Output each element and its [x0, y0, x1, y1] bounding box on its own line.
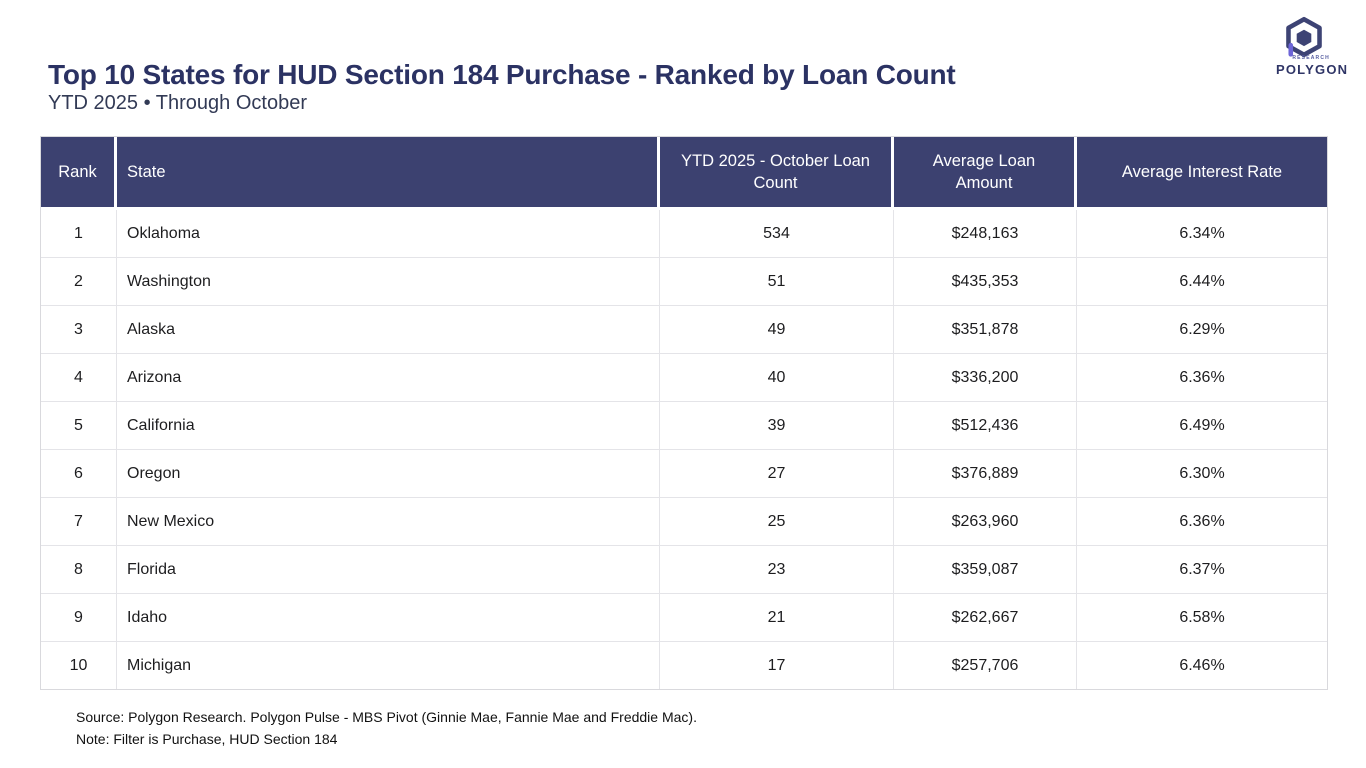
rank-cell: 8 [41, 546, 117, 594]
state-cell: Florida [117, 546, 660, 594]
loan-count-cell: 40 [660, 354, 894, 402]
table-row: 3 Alaska 49 $351,878 6.29% [41, 306, 1327, 354]
avg-interest-rate-cell: 6.36% [1077, 498, 1327, 546]
avg-loan-amount-cell: $257,706 [894, 642, 1077, 689]
logo-research-label: RESEARCH [1292, 55, 1330, 61]
col-header-loan-count: YTD 2025 - October Loan Count [660, 137, 894, 210]
loan-count-cell: 51 [660, 258, 894, 306]
avg-loan-amount-cell: $512,436 [894, 402, 1077, 450]
state-cell: Alaska [117, 306, 660, 354]
loan-count-cell: 534 [660, 210, 894, 258]
page-subtitle: YTD 2025 • Through October [48, 92, 307, 114]
report-header: Top 10 States for HUD Section 184 Purcha… [0, 0, 1366, 136]
page-title: Top 10 States for HUD Section 184 Purcha… [48, 58, 956, 90]
col-header-avg-loan-amount: Average Loan Amount [894, 137, 1077, 210]
loan-count-cell: 23 [660, 546, 894, 594]
polygon-research-logo: RESEARCH POLYGON [1276, 16, 1349, 77]
avg-loan-amount-cell: $263,960 [894, 498, 1077, 546]
polygon-hexagon-cube-icon [1286, 16, 1322, 58]
table-header: Rank State YTD 2025 - October Loan Count… [41, 137, 1327, 210]
table-row: 5 California 39 $512,436 6.49% [41, 402, 1327, 450]
table-row: 6 Oregon 27 $376,889 6.30% [41, 450, 1327, 498]
table-row: 1 Oklahoma 534 $248,163 6.34% [41, 210, 1327, 258]
avg-loan-amount-cell: $336,200 [894, 354, 1077, 402]
state-cell: New Mexico [117, 498, 660, 546]
loan-count-cell: 39 [660, 402, 894, 450]
col-header-avg-interest-rate: Average Interest Rate [1077, 137, 1327, 210]
rank-cell: 4 [41, 354, 117, 402]
state-cell: Michigan [117, 642, 660, 689]
avg-interest-rate-cell: 6.34% [1077, 210, 1327, 258]
avg-loan-amount-cell: $435,353 [894, 258, 1077, 306]
table-row: 9 Idaho 21 $262,667 6.58% [41, 594, 1327, 642]
table-row: 4 Arizona 40 $336,200 6.36% [41, 354, 1327, 402]
logo-polygon-label: POLYGON [1276, 62, 1349, 77]
avg-loan-amount-cell: $359,087 [894, 546, 1077, 594]
source-note: Source: Polygon Research. Polygon Pulse … [76, 709, 697, 725]
avg-loan-amount-cell: $262,667 [894, 594, 1077, 642]
state-cell: Arizona [117, 354, 660, 402]
rank-cell: 6 [41, 450, 117, 498]
avg-interest-rate-cell: 6.37% [1077, 546, 1327, 594]
rank-cell: 3 [41, 306, 117, 354]
loan-count-cell: 21 [660, 594, 894, 642]
rank-cell: 1 [41, 210, 117, 258]
filter-note: Note: Filter is Purchase, HUD Section 18… [76, 731, 338, 747]
table-row: 2 Washington 51 $435,353 6.44% [41, 258, 1327, 306]
col-header-state: State [117, 137, 660, 210]
avg-loan-amount-cell: $351,878 [894, 306, 1077, 354]
avg-interest-rate-cell: 6.29% [1077, 306, 1327, 354]
col-header-rank: Rank [41, 137, 117, 210]
table-body: 1 Oklahoma 534 $248,163 6.34% 2 Washington 51 $4… [41, 210, 1327, 689]
states-ranking-table: Rank State YTD 2025 - October Loan Count… [40, 136, 1328, 690]
loan-count-cell: 49 [660, 306, 894, 354]
loan-count-cell: 27 [660, 450, 894, 498]
avg-interest-rate-cell: 6.36% [1077, 354, 1327, 402]
avg-interest-rate-cell: 6.49% [1077, 402, 1327, 450]
avg-loan-amount-cell: $248,163 [894, 210, 1077, 258]
avg-interest-rate-cell: 6.46% [1179, 656, 1225, 674]
rank-cell: 5 [41, 402, 117, 450]
rank-cell: 2 [41, 258, 117, 306]
avg-interest-rate-cell: 6.30% [1077, 450, 1327, 498]
rank-cell: 10 [41, 642, 117, 689]
avg-loan-amount-cell: $376,889 [894, 450, 1077, 498]
state-cell: Idaho [117, 594, 660, 642]
report-footer: Source: Polygon Research. Polygon Pulse … [76, 706, 697, 750]
loan-count-cell: 25 [660, 498, 894, 546]
state-cell: Oklahoma [117, 210, 660, 258]
avg-interest-rate-cell: 6.58% [1077, 594, 1327, 642]
table-row: 10 Michigan 17 $257,706 6.46% [41, 642, 1327, 689]
state-cell: Oregon [117, 450, 660, 498]
state-cell: California [117, 402, 660, 450]
table-row: 7 New Mexico 25 $263,960 6.36% [41, 498, 1327, 546]
state-cell: Washington [117, 258, 660, 306]
loan-count-cell: 17 [660, 642, 894, 689]
avg-interest-rate-cell: 6.44% [1077, 258, 1327, 306]
rank-cell: 7 [41, 498, 117, 546]
table-row: 8 Florida 23 $359,087 6.37% [41, 546, 1327, 594]
rank-cell: 9 [41, 594, 117, 642]
